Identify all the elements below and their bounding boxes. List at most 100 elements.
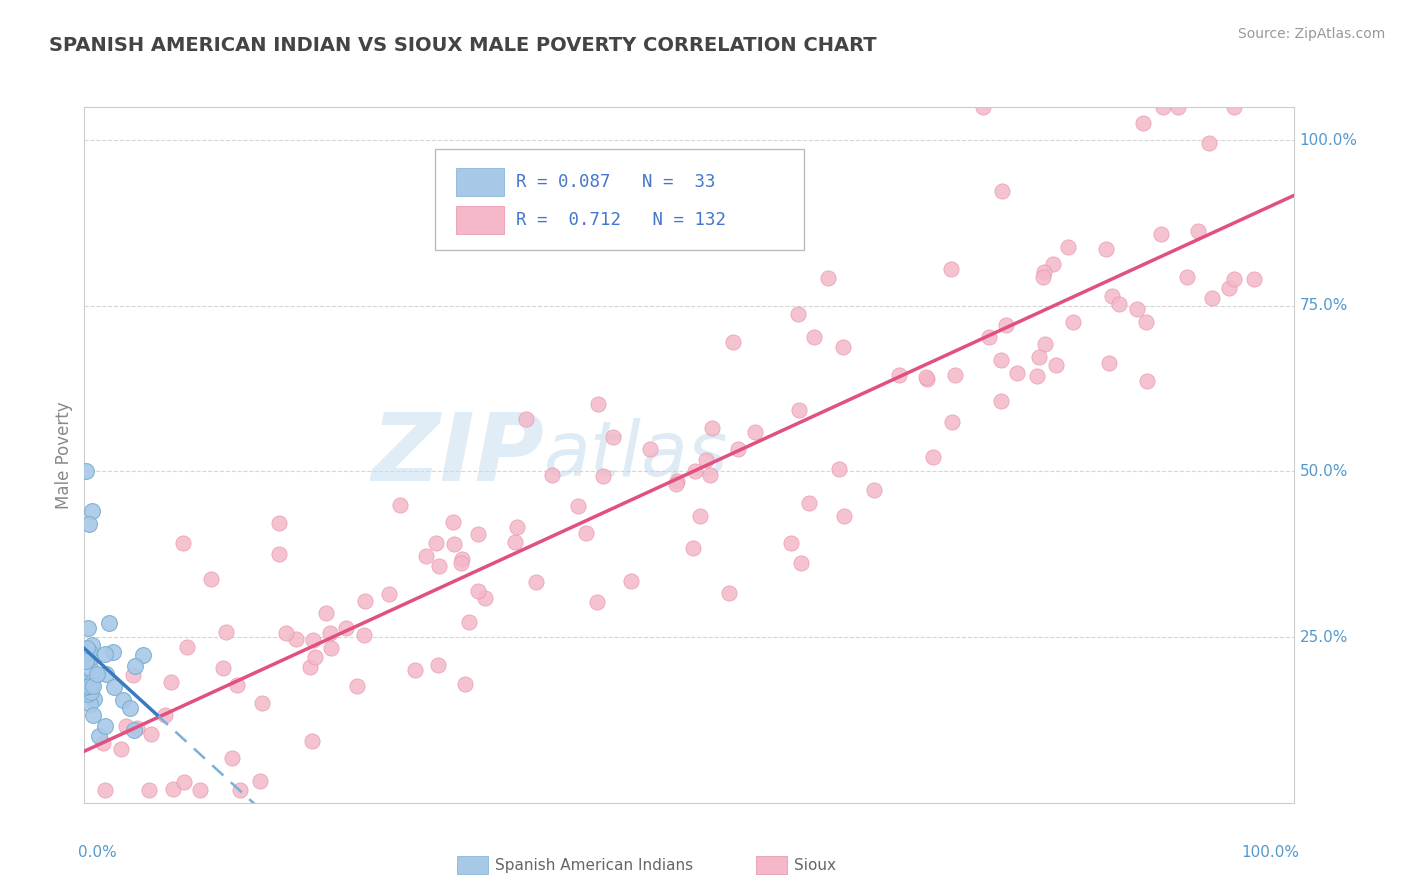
Point — [727, 442, 749, 456]
Point — [103, 680, 125, 694]
Point — [682, 541, 704, 556]
Point — [427, 558, 450, 573]
Point — [1057, 240, 1080, 254]
Point — [1126, 301, 1149, 316]
Point — [515, 411, 537, 425]
Point — [1222, 272, 1244, 286]
Point — [699, 467, 721, 482]
Point — [285, 632, 308, 647]
Point — [94, 718, 117, 732]
Point — [250, 696, 273, 710]
Point — [1150, 227, 1173, 241]
Point — [797, 495, 820, 509]
Point — [977, 330, 1000, 344]
Point — [1167, 100, 1189, 114]
Point — [318, 625, 340, 640]
Point — [443, 537, 465, 551]
Point — [75, 654, 97, 668]
Point — [335, 621, 357, 635]
Point — [450, 556, 472, 570]
Point — [524, 575, 547, 590]
Point — [346, 679, 368, 693]
Point — [790, 556, 813, 570]
Point — [82, 708, 104, 723]
Point — [91, 736, 114, 750]
Point — [353, 594, 375, 608]
Point — [454, 676, 477, 690]
Point — [862, 483, 884, 497]
Point — [990, 394, 1012, 409]
Point — [269, 547, 291, 561]
Point — [1218, 281, 1240, 295]
Point — [990, 353, 1012, 368]
Point — [80, 685, 103, 699]
Point — [721, 334, 744, 349]
Point — [75, 465, 97, 479]
Point — [575, 525, 598, 540]
Text: R =  0.712   N = 132: R = 0.712 N = 132 — [516, 211, 725, 228]
Point — [586, 397, 609, 411]
Point — [474, 591, 496, 605]
Point — [1243, 272, 1265, 286]
Point — [79, 697, 101, 711]
Point — [77, 517, 100, 532]
Point — [887, 368, 910, 383]
Point — [1098, 356, 1121, 370]
Point — [79, 679, 101, 693]
Point — [787, 403, 810, 417]
Point — [138, 782, 160, 797]
Point — [77, 644, 100, 658]
Point — [467, 584, 489, 599]
Text: Source: ZipAtlas.com: Source: ZipAtlas.com — [1237, 27, 1385, 41]
Point — [1095, 242, 1118, 256]
Point — [212, 661, 235, 675]
Point — [83, 692, 105, 706]
Point — [153, 708, 176, 723]
Point — [425, 535, 447, 549]
Point — [176, 640, 198, 654]
Point — [415, 549, 437, 563]
Point — [503, 534, 526, 549]
Point — [1028, 350, 1050, 364]
Point — [451, 552, 474, 566]
Point — [586, 595, 609, 609]
Point — [441, 515, 464, 529]
Point — [139, 727, 162, 741]
Point — [122, 668, 145, 682]
Point — [1007, 366, 1029, 380]
Point — [1223, 100, 1246, 114]
Point — [214, 624, 236, 639]
Text: 100.0%: 100.0% — [1241, 845, 1299, 860]
Point — [1042, 257, 1064, 271]
Point — [1136, 375, 1159, 389]
Point — [665, 477, 688, 491]
Point — [173, 775, 195, 789]
Point — [602, 430, 624, 444]
Point — [404, 663, 426, 677]
Point — [1026, 368, 1049, 383]
Point — [506, 520, 529, 534]
Point — [228, 782, 250, 797]
Point — [1187, 224, 1209, 238]
Point — [304, 649, 326, 664]
Point — [274, 625, 297, 640]
Text: 75.0%: 75.0% — [1299, 298, 1348, 313]
Text: Sioux: Sioux — [794, 858, 837, 872]
Point — [718, 586, 741, 600]
Text: 0.0%: 0.0% — [79, 845, 117, 860]
Point — [1198, 136, 1220, 150]
Point — [388, 498, 411, 512]
Point — [780, 536, 803, 550]
FancyBboxPatch shape — [456, 169, 503, 196]
Point — [941, 262, 963, 277]
Point — [86, 667, 108, 681]
Point — [225, 677, 247, 691]
Text: Spanish American Indians: Spanish American Indians — [495, 858, 693, 872]
Point — [1132, 116, 1154, 130]
Point — [101, 645, 124, 659]
Point — [458, 615, 481, 629]
Point — [1175, 270, 1198, 285]
Point — [249, 773, 271, 788]
Point — [353, 628, 375, 642]
Point — [1033, 336, 1056, 351]
